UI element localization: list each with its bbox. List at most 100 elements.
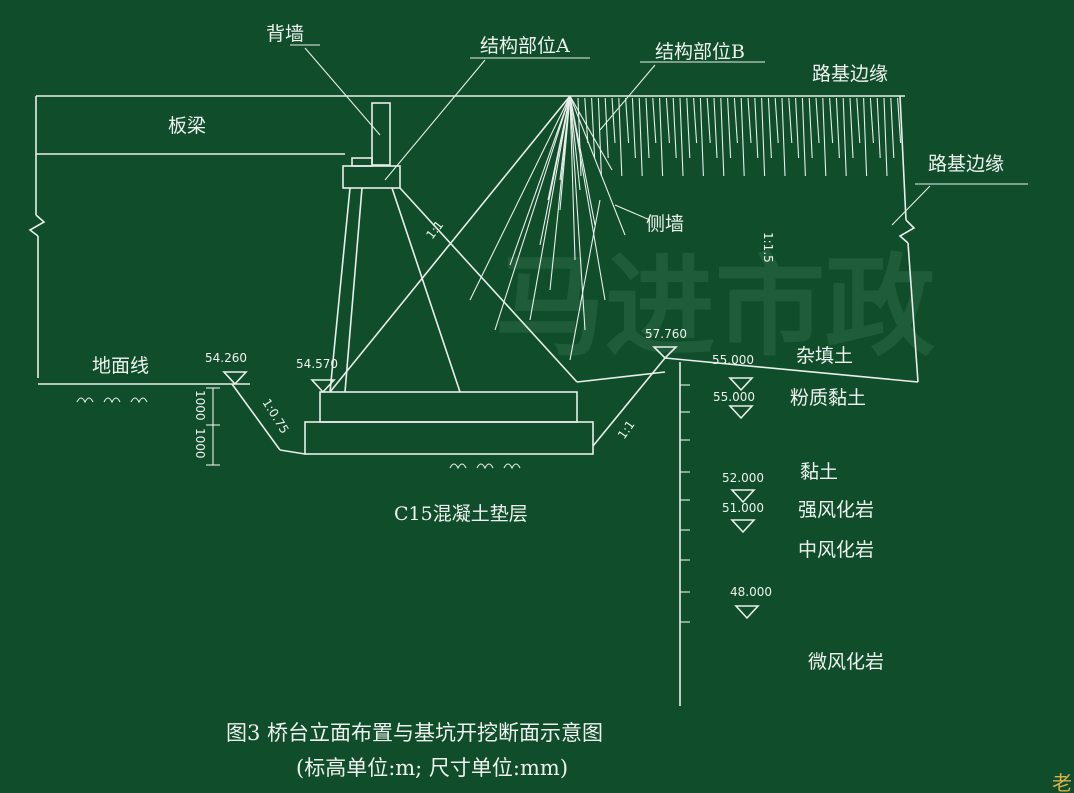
hatch-line <box>611 97 616 144</box>
side-wall-rays <box>469 95 626 331</box>
slope-label-side: 1:1.5 <box>761 232 775 263</box>
elevation-2: 54.570 <box>296 357 338 371</box>
leader-lines <box>290 44 1028 361</box>
slope-line-main <box>329 95 571 393</box>
slope-label-pit-left: 1:0.75 <box>259 396 291 436</box>
hatch-line <box>699 97 704 177</box>
elevation-6: 52.000 <box>722 471 764 485</box>
hatch-line <box>672 97 677 159</box>
elevation-marker-6 <box>730 489 756 504</box>
hatch-line <box>774 97 779 144</box>
elevation-marker-4 <box>728 377 754 392</box>
hatch-line <box>781 97 786 177</box>
hatch-line <box>876 97 881 159</box>
elevation-marker-3 <box>652 346 678 360</box>
label-structure-b: 结构部位B <box>655 41 745 63</box>
hatch-line <box>645 97 650 159</box>
dim-2: 1000 <box>193 428 207 459</box>
side-wall-ray <box>469 95 571 301</box>
abutment-cap <box>342 165 401 189</box>
hatch-line <box>604 97 609 159</box>
dimension-line <box>206 387 220 466</box>
hatch-line <box>856 97 861 144</box>
side-wall-ray <box>509 95 571 266</box>
hatch-line <box>788 97 793 144</box>
hatch-line <box>835 97 840 159</box>
hatch-line <box>706 97 711 144</box>
hatch-line <box>747 97 752 144</box>
elevation-8: 48.000 <box>730 585 772 599</box>
soil-mark <box>503 463 521 470</box>
hatch-line <box>822 97 827 177</box>
hatch-line <box>795 97 800 159</box>
side-wall-ray <box>529 95 571 321</box>
hatch-line <box>815 97 820 144</box>
label-slight-weathered: 微风化岩 <box>808 651 884 673</box>
elevation-3: 57.760 <box>645 327 687 341</box>
elevation-5: 55.000 <box>713 390 755 404</box>
side-wall-ray <box>494 95 571 331</box>
hatch-line <box>863 97 868 177</box>
label-medium-weathered: 中风化岩 <box>798 539 874 561</box>
label-cushion: C15混凝土垫层 <box>394 503 528 525</box>
hatch-line <box>638 97 643 177</box>
hatch-line <box>720 97 725 177</box>
corner-mark: 老 <box>1052 771 1072 793</box>
soil-mark <box>449 463 467 470</box>
soil-mark <box>476 463 494 470</box>
hatch-line <box>679 97 684 177</box>
hatch-line <box>890 97 895 159</box>
label-clay: 黏土 <box>800 461 838 483</box>
label-silty-clay: 粉质黏土 <box>790 387 866 409</box>
hatch-line <box>761 97 766 177</box>
watermark: 马进市政 <box>495 243 935 371</box>
soil-mark <box>103 397 121 404</box>
slope-label-pit-right: 1:1 <box>615 418 638 442</box>
hatch-line <box>665 97 670 144</box>
elevation-4: 55.000 <box>712 353 754 367</box>
label-fill-soil: 杂填土 <box>796 345 853 367</box>
hatch-line <box>659 97 664 177</box>
hatch-line <box>733 97 738 144</box>
beam-outline <box>28 95 570 378</box>
hatch-line <box>618 97 623 177</box>
hatch-line <box>652 97 657 144</box>
hatch-line <box>631 97 636 159</box>
side-wall-ray <box>559 95 571 211</box>
hatch-line <box>693 97 698 144</box>
hatch-line <box>869 97 874 144</box>
boring-column <box>679 362 690 706</box>
hatch-line <box>808 97 813 159</box>
foundation-lower <box>304 421 594 455</box>
side-wall-ray <box>569 95 626 236</box>
label-structure-a: 结构部位A <box>480 35 570 57</box>
label-ground-line: 地面线 <box>92 355 149 377</box>
hatch-line <box>801 97 806 177</box>
hatch-line <box>740 97 745 177</box>
elevation-marker-1 <box>222 371 248 386</box>
side-wall-ray <box>547 95 571 201</box>
dim-1: 1000 <box>193 390 207 421</box>
hatch-line <box>584 97 589 144</box>
hatch-line <box>727 97 732 159</box>
label-beam: 板梁 <box>168 115 206 137</box>
elevation-marker-8 <box>734 605 760 620</box>
side-wall-ray <box>569 95 581 191</box>
soil-marks <box>76 397 521 470</box>
hatch-line <box>597 97 602 177</box>
side-wall-ray <box>569 95 613 171</box>
excavation-pit <box>231 357 666 455</box>
hatch-line <box>842 97 847 177</box>
slope-label-main: 1:1 <box>423 218 446 242</box>
elevation-1: 54.260 <box>205 351 247 365</box>
back-wall <box>351 102 391 167</box>
label-roadbed-edge-right: 路基边缘 <box>928 153 1004 175</box>
elevation-marker-2 <box>310 379 336 394</box>
hatch-line <box>883 97 888 177</box>
side-wall-ray <box>569 95 606 301</box>
soil-mark <box>76 397 94 404</box>
elevation-marker-7 <box>730 519 756 534</box>
ground-line-far-right <box>664 357 919 383</box>
